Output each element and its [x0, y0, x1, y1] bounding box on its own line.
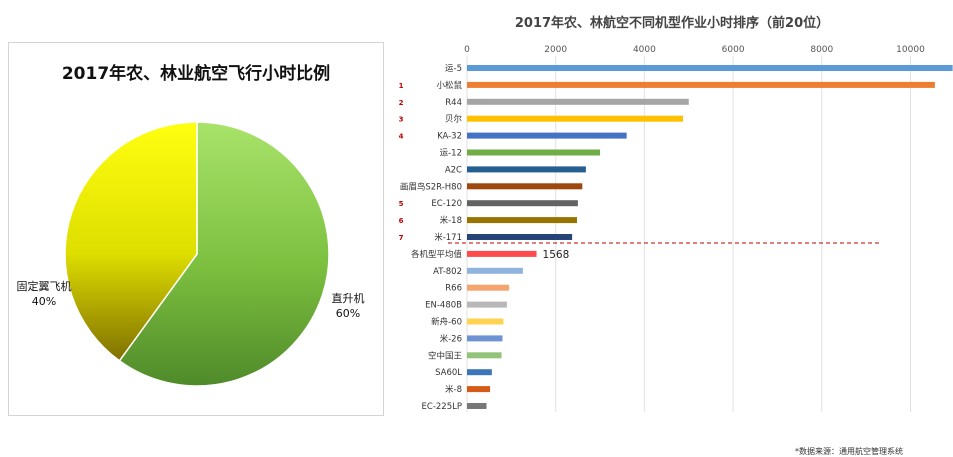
- category-label: KA-32: [437, 132, 462, 142]
- pie-slice-helicopter: [118, 121, 330, 387]
- bar: [467, 250, 537, 257]
- bar: [467, 149, 601, 156]
- category-label: 米-171: [434, 232, 462, 243]
- category-label: 运-5: [445, 64, 462, 74]
- pie-slice-fixed-wing: [64, 121, 198, 362]
- category-label: 贝尔: [445, 114, 463, 125]
- pie-chart-panel: 2017年农、林业航空飞行小时比例 固定翼飞机 40% 直升机 60%: [8, 42, 384, 416]
- category-label: R44: [445, 98, 462, 108]
- bar-chart-title: 2017年农、林航空不同机型作业小时排序（前20位）: [515, 15, 829, 31]
- category-label: 小松鼠: [436, 80, 462, 91]
- category-label: 新舟-60: [431, 317, 462, 328]
- category-label: 米-26: [440, 333, 462, 344]
- bar: [467, 81, 935, 88]
- category-label: SA60L: [435, 368, 462, 378]
- rank-mark: 7: [399, 234, 404, 242]
- bar: [467, 183, 583, 190]
- average-value-label: 1568: [543, 249, 570, 261]
- rank-mark: 1: [399, 82, 404, 90]
- category-label: 米-18: [440, 215, 462, 226]
- bar: [467, 65, 953, 71]
- bar: [467, 386, 491, 393]
- category-label: 各机型平均值: [411, 249, 463, 260]
- source-note: *数据来源：通用航空管理系统: [795, 447, 903, 456]
- pie-label-fixed-wing: 固定翼飞机 40%: [9, 279, 79, 309]
- category-label: 空中国王: [428, 350, 463, 361]
- bar: [467, 234, 573, 240]
- bar: [467, 115, 683, 122]
- x-tick-label: 4000: [633, 45, 656, 55]
- bar: [467, 166, 586, 173]
- pie-label-helicopter-name: 直升机: [331, 292, 365, 305]
- rank-mark: 5: [399, 200, 404, 208]
- category-label: 米-8: [445, 384, 462, 395]
- x-tick-label: 8000: [810, 45, 833, 55]
- bar: [467, 301, 507, 308]
- x-tick-label: 10000: [896, 45, 925, 55]
- pie-label-fixed-wing-value: 40%: [31, 295, 57, 308]
- bar: [467, 369, 492, 376]
- bar: [467, 284, 510, 291]
- category-label: EC-120: [431, 199, 462, 209]
- x-tick-label: 0: [464, 45, 470, 55]
- category-label: A2C: [445, 165, 462, 175]
- pie-label-helicopter: 直升机 60%: [321, 291, 375, 321]
- bar: [467, 132, 627, 139]
- x-tick-label: 6000: [722, 45, 745, 55]
- x-tick-label: 2000: [544, 45, 567, 55]
- bar: [467, 335, 503, 342]
- bar: [467, 217, 577, 224]
- category-label: R66: [445, 284, 462, 294]
- bar-chart: 2017年农、林航空不同机型作业小时排序（前20位） 0 2000 4000 6000…: [399, 15, 953, 412]
- bar: [467, 267, 523, 274]
- bar: [467, 403, 487, 409]
- category-label: EN-480B: [425, 301, 462, 311]
- bar: [467, 352, 502, 359]
- pie-label-helicopter-value: 60%: [335, 307, 361, 320]
- pie-chart: [64, 121, 330, 387]
- bar: [467, 98, 689, 105]
- pie-label-fixed-wing-name: 固定翼飞机: [16, 280, 72, 293]
- category-label: EC-225LP: [422, 402, 462, 412]
- category-label: 画眉鸟S2R-H80: [400, 181, 462, 192]
- category-label: AT-802: [433, 267, 462, 277]
- rank-mark: 4: [399, 133, 404, 141]
- category-label: 运-12: [440, 149, 462, 159]
- bar: [467, 200, 578, 207]
- pie-chart-title: 2017年农、林业航空飞行小时比例: [61, 64, 331, 84]
- rank-mark: 3: [399, 116, 404, 124]
- rank-mark: 6: [399, 217, 404, 225]
- rank-mark: 2: [399, 99, 404, 107]
- bar: [467, 318, 504, 325]
